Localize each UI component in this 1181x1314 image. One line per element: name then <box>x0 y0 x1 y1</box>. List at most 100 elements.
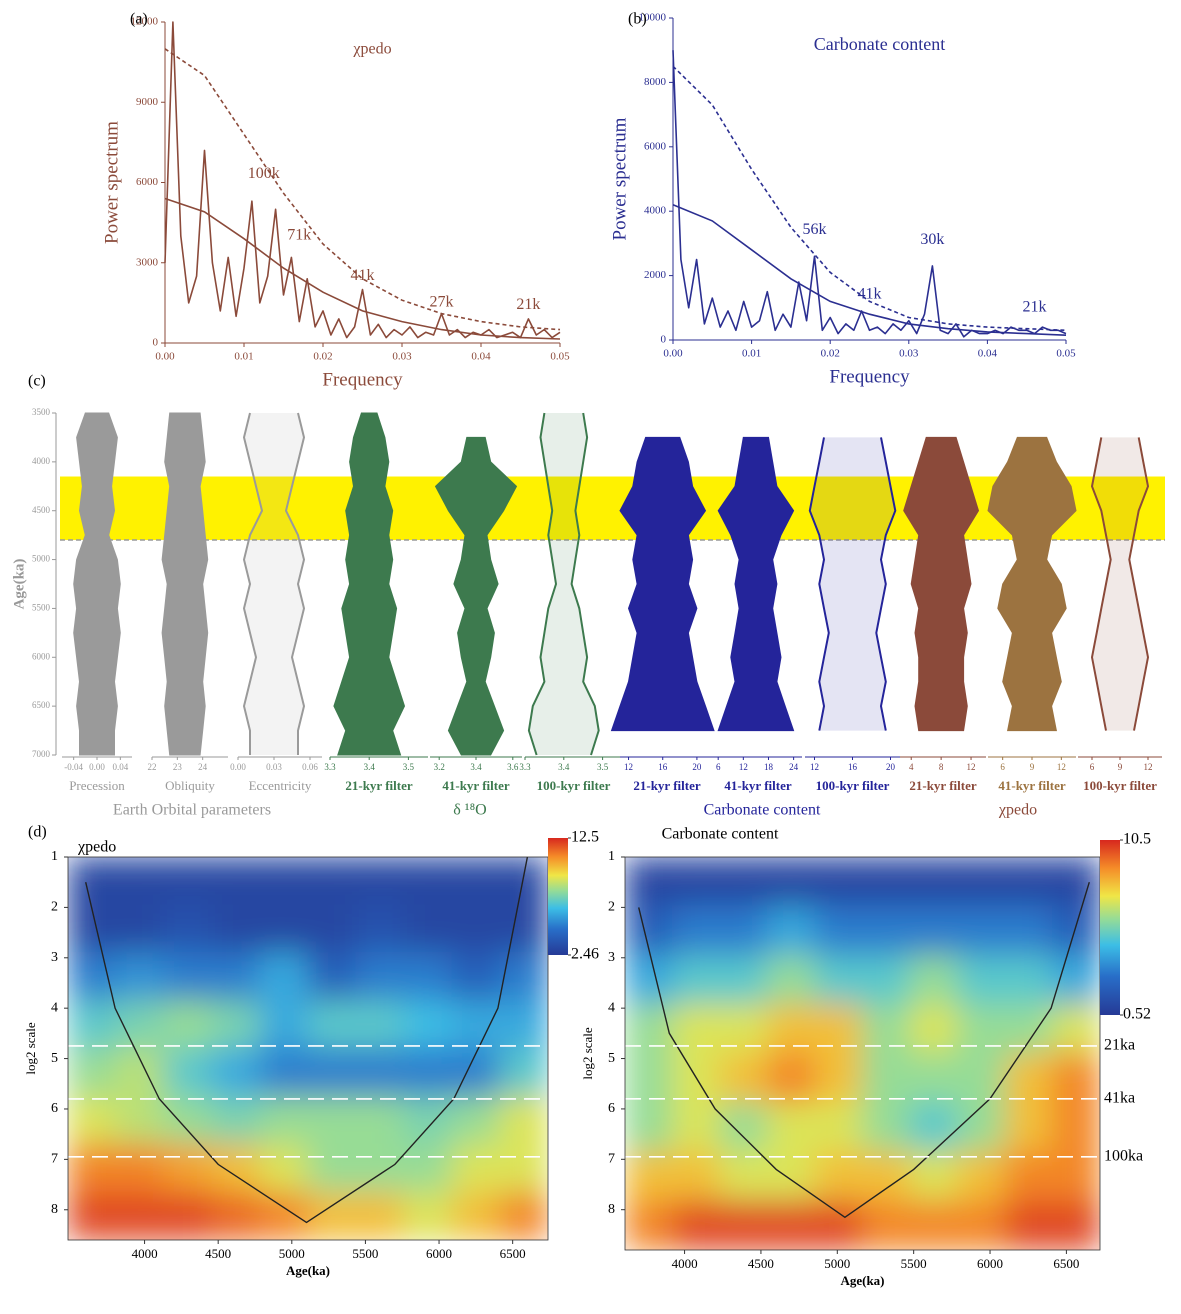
y-tick-label: 4000 <box>644 205 667 217</box>
heat-cell <box>862 1151 911 1202</box>
x-tick-label: 24 <box>198 762 208 772</box>
heat-cell <box>307 1143 357 1193</box>
heat-cell <box>355 857 405 906</box>
x-tick-label: 9 <box>1030 762 1035 772</box>
heat-cell <box>909 1151 958 1202</box>
heat-cell <box>68 1048 117 1097</box>
heat-cell <box>719 1200 768 1250</box>
panel-label: (b) <box>628 11 647 28</box>
x-tick-label: 6 <box>716 762 721 772</box>
x-tick-label: 3.4 <box>558 762 570 772</box>
x-tick-label: 0.01 <box>742 348 761 360</box>
heat-cell <box>259 857 309 906</box>
y-tick-label: 8000 <box>644 76 667 88</box>
heatmap <box>625 857 1100 1250</box>
heat-cell <box>1004 1200 1053 1250</box>
peak-label: 56k <box>802 221 826 238</box>
y-tick-label: 0 <box>153 337 159 349</box>
x-tick-label: 4 <box>909 762 914 772</box>
heat-cell <box>909 954 958 1005</box>
heat-cell <box>1052 857 1100 907</box>
plot-frame <box>624 856 1101 1251</box>
heat-cell <box>307 857 357 906</box>
heat-cell <box>719 1102 768 1153</box>
x-tick-label: 6000 <box>977 1256 1003 1271</box>
y-tick-label: 4000 <box>32 456 51 466</box>
x-tick-label: 3.3 <box>519 762 531 772</box>
y-axis-label: Power spectrum <box>609 117 630 240</box>
filter-envelope <box>903 436 980 732</box>
group-label: Carbonate content <box>704 802 821 819</box>
x-tick-label: 12 <box>739 762 748 772</box>
x-tick-label: 0.00 <box>663 348 683 360</box>
colorbar <box>1100 840 1120 1015</box>
x-tick-label: 24 <box>789 762 799 772</box>
heat-cell <box>115 1048 165 1097</box>
y-axis-label: log2 scale <box>23 1022 38 1075</box>
x-tick-label: 9 <box>1118 762 1123 772</box>
filter-edge <box>1090 437 1112 731</box>
filter-edge <box>875 437 897 731</box>
x-tick-label: 16 <box>658 762 668 772</box>
heat-cell <box>814 1053 863 1104</box>
y-tick-label: 7 <box>608 1152 615 1167</box>
x-tick-label: 12 <box>1057 762 1066 772</box>
spectrum-line <box>672 50 1067 338</box>
y-tick-label: 8 <box>51 1202 58 1217</box>
heat-cell <box>499 1143 548 1193</box>
heat-cell <box>672 1200 721 1250</box>
y-tick-label: 3000 <box>136 256 159 268</box>
heat-cell <box>163 1048 213 1097</box>
y-tick-label: 3 <box>608 950 615 965</box>
heat-cell <box>115 1143 165 1193</box>
heat-cell <box>307 952 357 1002</box>
column-label: 41-kyr filter <box>724 778 791 793</box>
x-tick-label: 4500 <box>748 1256 774 1271</box>
x-tick-label: 23 <box>173 762 183 772</box>
fit-line <box>164 48 561 331</box>
filter-envelope <box>161 412 209 756</box>
chart-title: χpedo <box>77 839 116 856</box>
heat-cell <box>1052 1200 1100 1250</box>
heat-cell <box>1004 1053 1053 1104</box>
colorbar-label: 2.46 <box>571 946 599 963</box>
x-tick-label: 0.00 <box>89 762 105 772</box>
filter-envelope <box>809 437 896 731</box>
y-tick-label: 1 <box>608 849 615 864</box>
column-label: 21-kyr filter <box>909 778 976 793</box>
heat-cell <box>355 1000 405 1049</box>
heat-cell <box>115 857 165 906</box>
heat-cell <box>1052 1151 1100 1202</box>
heat-cell <box>115 904 165 954</box>
heat-cell <box>115 1095 165 1145</box>
y-tick-label: 12000 <box>131 16 159 28</box>
x-tick-label: 3.3 <box>324 762 336 772</box>
heat-cell <box>957 1053 1006 1104</box>
y-tick-label: 4 <box>51 1000 58 1015</box>
heat-cell <box>163 904 213 954</box>
column-label: Obliquity <box>165 778 215 793</box>
heat-cell <box>211 1143 261 1193</box>
heat-cell <box>625 1200 673 1250</box>
heat-cell <box>163 952 213 1002</box>
x-tick-label: 0.00 <box>155 351 175 363</box>
x-tick-label: 20 <box>692 762 702 772</box>
x-tick-label: 6 <box>1090 762 1095 772</box>
x-axis-label: Frequency <box>829 366 910 387</box>
x-tick-label: 5500 <box>901 1256 927 1271</box>
fit-line <box>672 204 1067 336</box>
peak-label: 100k <box>248 165 280 182</box>
column-label: 100-kyr filter <box>816 778 890 793</box>
heat-cell <box>814 905 863 956</box>
plot-frame <box>67 856 549 1241</box>
heat-cell <box>499 904 548 954</box>
panel-label: (c) <box>28 373 46 390</box>
y-tick-label: 2000 <box>644 269 667 281</box>
heat-cell <box>403 1191 453 1240</box>
heat-cell <box>767 857 816 907</box>
y-tick-label: 0 <box>661 334 667 346</box>
heat-cell <box>307 1191 357 1240</box>
column-label: 100-kyr filter <box>537 778 611 793</box>
